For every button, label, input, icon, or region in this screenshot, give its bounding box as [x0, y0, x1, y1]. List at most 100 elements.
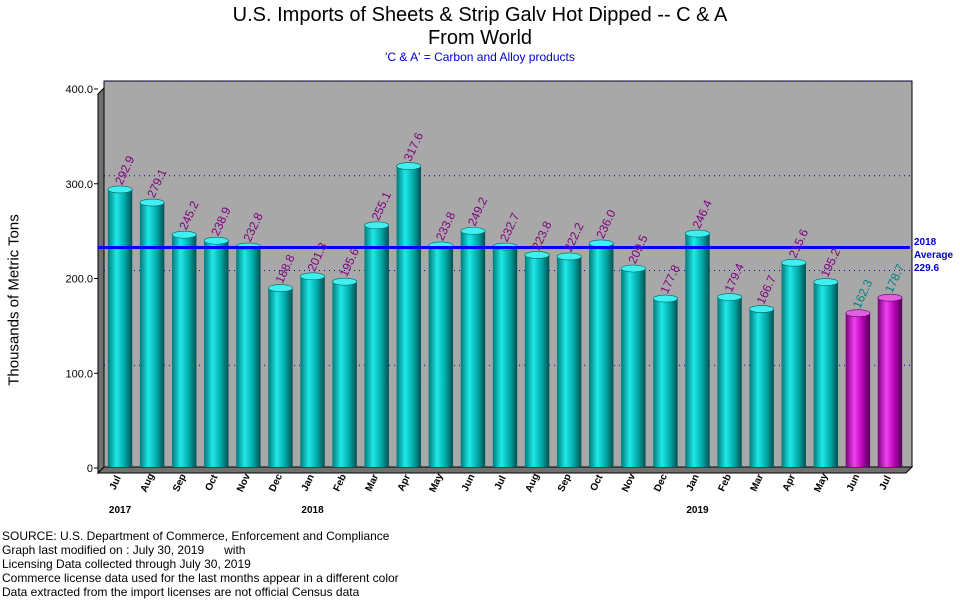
bar-cap	[171, 230, 197, 239]
bar-body	[268, 288, 293, 467]
x-tick-label: Nov	[235, 472, 253, 494]
bar	[107, 185, 133, 468]
bar	[235, 242, 261, 467]
chart-title: U.S. Imports of Sheets & Strip Galv Hot …	[232, 4, 728, 26]
bar-cap	[877, 293, 903, 302]
bar	[460, 227, 486, 467]
bar-cap	[588, 239, 614, 248]
bar	[267, 284, 293, 467]
bar	[171, 230, 197, 467]
x-tick-label: Mar	[749, 472, 767, 493]
x-tick-label: Mar	[364, 472, 382, 493]
bar-cap	[139, 198, 165, 207]
plot-side-wall	[97, 86, 105, 475]
x-tick-label: Sep	[556, 472, 574, 493]
x-tick-label: Aug	[139, 472, 157, 494]
source-notes: SOURCE: U.S. Department of Commerce, Enf…	[2, 529, 399, 599]
bar-body	[589, 243, 614, 467]
year-label: 2017	[109, 505, 132, 516]
y-tick-label: 100.0	[65, 368, 93, 380]
source-line: Graph last modified on : July 30, 2019 w…	[2, 543, 246, 557]
x-tick-label: Dec	[652, 472, 670, 494]
bar-cap	[267, 284, 293, 292]
bar	[845, 309, 871, 467]
x-tick-label: Dec	[267, 472, 285, 494]
bar-cap	[396, 162, 422, 170]
bar	[813, 278, 839, 467]
bar-cap	[203, 236, 229, 245]
average-year: 2018	[914, 237, 937, 248]
x-tick-label: Jul	[878, 474, 894, 492]
bar	[300, 272, 326, 467]
bar-cap	[749, 305, 775, 313]
bar-cap	[107, 185, 133, 194]
bar	[652, 294, 678, 467]
bar-body	[139, 202, 165, 468]
bar-cap	[620, 264, 646, 273]
year-label: 2018	[301, 505, 324, 516]
bar	[139, 198, 165, 468]
bar-body	[556, 256, 582, 467]
average-value: 229.6	[914, 263, 940, 274]
bar-cap	[364, 221, 390, 230]
x-tick-label: May	[812, 471, 830, 494]
bar	[396, 162, 422, 467]
bar	[620, 264, 646, 467]
x-tick-label: Jul	[493, 474, 509, 492]
bar-body	[107, 189, 133, 468]
x-tick-label: May	[427, 471, 445, 494]
x-tick-label: Jan	[685, 473, 702, 493]
x-tick-label: Nov	[620, 472, 638, 494]
bar-body	[492, 246, 518, 467]
bar-cap	[524, 251, 550, 259]
bar-body	[460, 230, 486, 467]
bar	[428, 241, 454, 467]
bar-body	[524, 254, 550, 467]
x-tick-label: Jun	[460, 473, 477, 494]
bar	[749, 305, 775, 467]
bar-body	[396, 166, 421, 467]
bar	[588, 239, 614, 467]
y-tick-label: 300.0	[65, 179, 93, 191]
bar-body	[332, 281, 357, 467]
source-line: Data extracted from the import licenses …	[2, 585, 360, 599]
bar-body	[717, 297, 742, 467]
bar-body	[653, 298, 678, 467]
chart-subtitle: From World	[427, 27, 533, 49]
x-tick-label: Jun	[845, 473, 862, 494]
bar	[203, 236, 229, 467]
bar-cap	[556, 252, 582, 261]
source-line: Commerce license data used for the last …	[2, 571, 399, 585]
y-tick-label: 200.0	[65, 274, 93, 286]
bar-body	[845, 313, 871, 467]
bar	[781, 258, 807, 467]
bar-body	[877, 297, 903, 467]
plot-floor	[96, 466, 914, 474]
source-line: SOURCE: U.S. Department of Commerce, Enf…	[2, 529, 390, 543]
bar-cap	[845, 309, 871, 318]
bar-body	[300, 276, 325, 467]
x-tick-label: Aug	[524, 472, 542, 494]
bar-cap	[652, 294, 678, 303]
bar-body	[813, 282, 838, 467]
bar	[364, 221, 390, 467]
bar	[717, 293, 743, 467]
average-label: Average	[914, 250, 954, 261]
x-tick-label: Jul	[108, 474, 124, 492]
x-tick-label: Apr	[781, 473, 798, 493]
bar	[524, 251, 550, 467]
x-tick-label: Feb	[717, 473, 734, 494]
bar-body	[172, 234, 197, 467]
y-tick-label: 400.0	[65, 84, 93, 96]
bar-cap	[813, 278, 839, 286]
x-tick-label: Jan	[300, 473, 317, 493]
x-tick-label: Sep	[171, 472, 189, 493]
bar-body	[236, 246, 261, 467]
bar	[556, 252, 582, 467]
bar	[877, 293, 903, 467]
chart-note: 'C & A' = Carbon and Alloy products	[385, 50, 575, 64]
bar-body	[428, 245, 454, 467]
bar	[492, 242, 518, 467]
bar-body	[749, 309, 774, 467]
bar-body	[621, 268, 646, 467]
